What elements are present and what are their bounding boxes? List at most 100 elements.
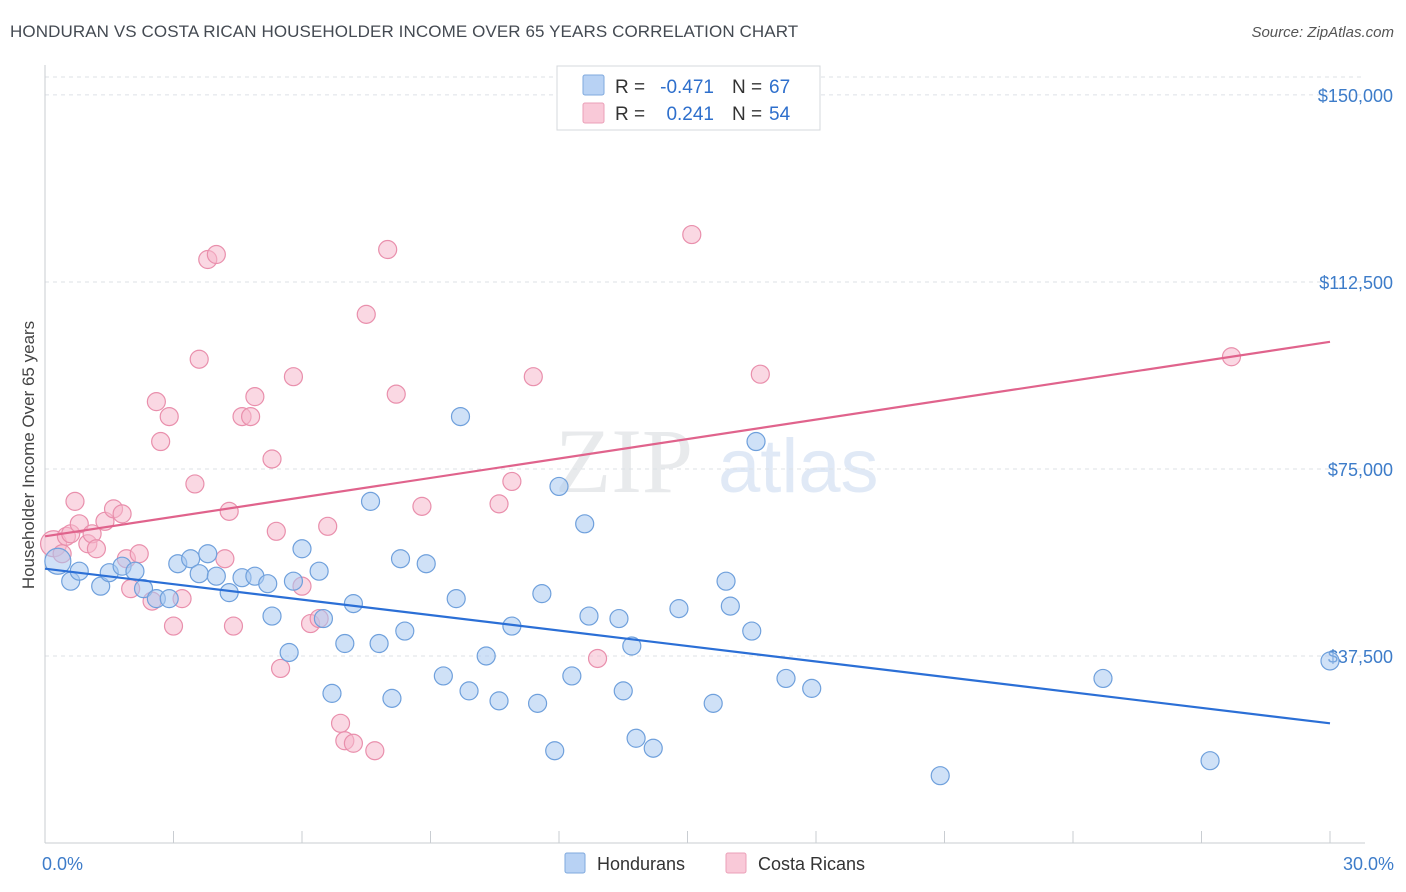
costa-rican-point [159, 406, 179, 427]
honduran-point [279, 642, 299, 663]
costa-rican-point [146, 392, 166, 412]
honduran-point [283, 571, 304, 591]
costa-rican-point [318, 516, 338, 536]
honduran-point [613, 681, 633, 701]
costa-rican-point [412, 496, 432, 516]
honduran-point [527, 693, 548, 713]
honduran-point [416, 554, 436, 574]
y-tick-label: $75,000 [1328, 460, 1393, 480]
x-tick-label-max: 30.0% [1343, 854, 1394, 874]
costa-rican-point [489, 494, 509, 514]
legend-r-value-2: 0.241 [666, 104, 714, 125]
costa-rican-point [185, 474, 205, 494]
legend-r-label-1: R = [615, 77, 645, 98]
honduran-point [262, 606, 282, 626]
costa-ricans-trend-line [44, 340, 1331, 538]
series-legend-label-costa-ricans: Costa Ricans [758, 854, 865, 874]
y-axis-label: Householder Income Over 65 years [19, 321, 38, 589]
hondurans-trend-line [44, 567, 1331, 725]
honduran-point [720, 596, 740, 616]
y-tick-label: $112,500 [1319, 273, 1393, 293]
honduran-point [669, 599, 689, 619]
legend-n-value-2: 54 [769, 104, 791, 125]
honduran-point [549, 476, 569, 497]
honduran-point [322, 683, 342, 703]
costa-rican-point [365, 741, 385, 761]
watermark-atlas: atlas [718, 424, 879, 509]
honduran-point [575, 514, 595, 534]
honduran-point [930, 766, 950, 786]
honduran-point [532, 584, 552, 604]
honduran-point [742, 621, 762, 641]
costa-rican-point [523, 367, 543, 387]
honduran-point [459, 681, 479, 701]
honduran-point [198, 544, 218, 564]
costa-rican-point [262, 449, 282, 469]
legend-swatch-hondurans [582, 74, 605, 96]
honduran-point [91, 576, 111, 596]
honduran-point [292, 539, 312, 559]
costa-rican-point [245, 387, 265, 407]
series-legend: Hondurans Costa Ricans [564, 852, 865, 874]
honduran-point [125, 561, 145, 581]
costa-rican-point [502, 471, 522, 492]
costa-rican-point [69, 514, 89, 534]
legend-n-label-1: N = [732, 77, 762, 98]
honduran-point [450, 406, 471, 427]
y-tick-labels: $37,500 $75,000 $112,500 $150,000 [1318, 86, 1393, 667]
watermark-zip: ZIP [555, 410, 693, 512]
trend-lines [44, 340, 1331, 725]
chart-title: HONDURAN VS COSTA RICAN HOUSEHOLDER INCO… [10, 22, 799, 41]
honduran-point [343, 594, 363, 614]
honduran-point [545, 741, 565, 761]
honduran-point [382, 688, 402, 708]
honduran-point [1200, 751, 1220, 771]
costa-rican-point [270, 658, 291, 679]
costa-rican-point [283, 367, 304, 387]
honduran-point [716, 571, 736, 591]
legend-swatch-costa-ricans [582, 102, 605, 124]
costa-rican-point [682, 224, 702, 245]
costa-rican-point [266, 521, 286, 541]
honduran-point [44, 547, 72, 575]
legend-n-value-1: 67 [769, 77, 790, 98]
honduran-point [489, 691, 509, 711]
honduran-point [446, 589, 466, 609]
costa-rican-point [112, 504, 132, 524]
series-legend-label-hondurans: Hondurans [597, 854, 685, 874]
costa-rican-point [343, 733, 363, 753]
costa-rican-point [750, 364, 770, 384]
honduran-point [369, 633, 389, 654]
honduran-point [643, 738, 663, 758]
honduran-point [626, 728, 646, 748]
costa-rican-point [86, 539, 107, 559]
costa-rican-point [65, 491, 85, 511]
legend-n-label-2: N = [732, 104, 762, 125]
honduran-point [390, 549, 411, 569]
costa-rican-point [587, 648, 608, 669]
honduran-point [802, 678, 822, 698]
costa-rican-point [223, 616, 244, 636]
x-tick-label-min: 0.0% [42, 854, 83, 874]
honduran-point [579, 606, 599, 626]
costa-rican-point [206, 244, 226, 265]
honduran-point [159, 589, 179, 609]
costa-rican-point [330, 713, 351, 733]
costa-rican-point [151, 431, 171, 452]
honduran-point [703, 693, 723, 713]
honduran-point [433, 666, 453, 686]
source-credit: Source: ZipAtlas.com [1251, 24, 1394, 41]
honduran-point [258, 574, 278, 594]
honduran-point [746, 431, 766, 452]
honduran-point [309, 561, 329, 581]
y-tick-label: $37,500 [1328, 647, 1393, 667]
costa-rican-point [356, 304, 376, 324]
costa-rican-point [378, 239, 398, 260]
honduran-point [1093, 668, 1113, 689]
honduran-point [335, 633, 355, 654]
costa-rican-point [163, 616, 184, 636]
correlation-legend: R = -0.471 N = 67 R = 0.241 N = 54 [556, 65, 821, 131]
series-legend-swatch-costa-ricans [725, 852, 747, 874]
costa-rican-point [219, 501, 239, 521]
